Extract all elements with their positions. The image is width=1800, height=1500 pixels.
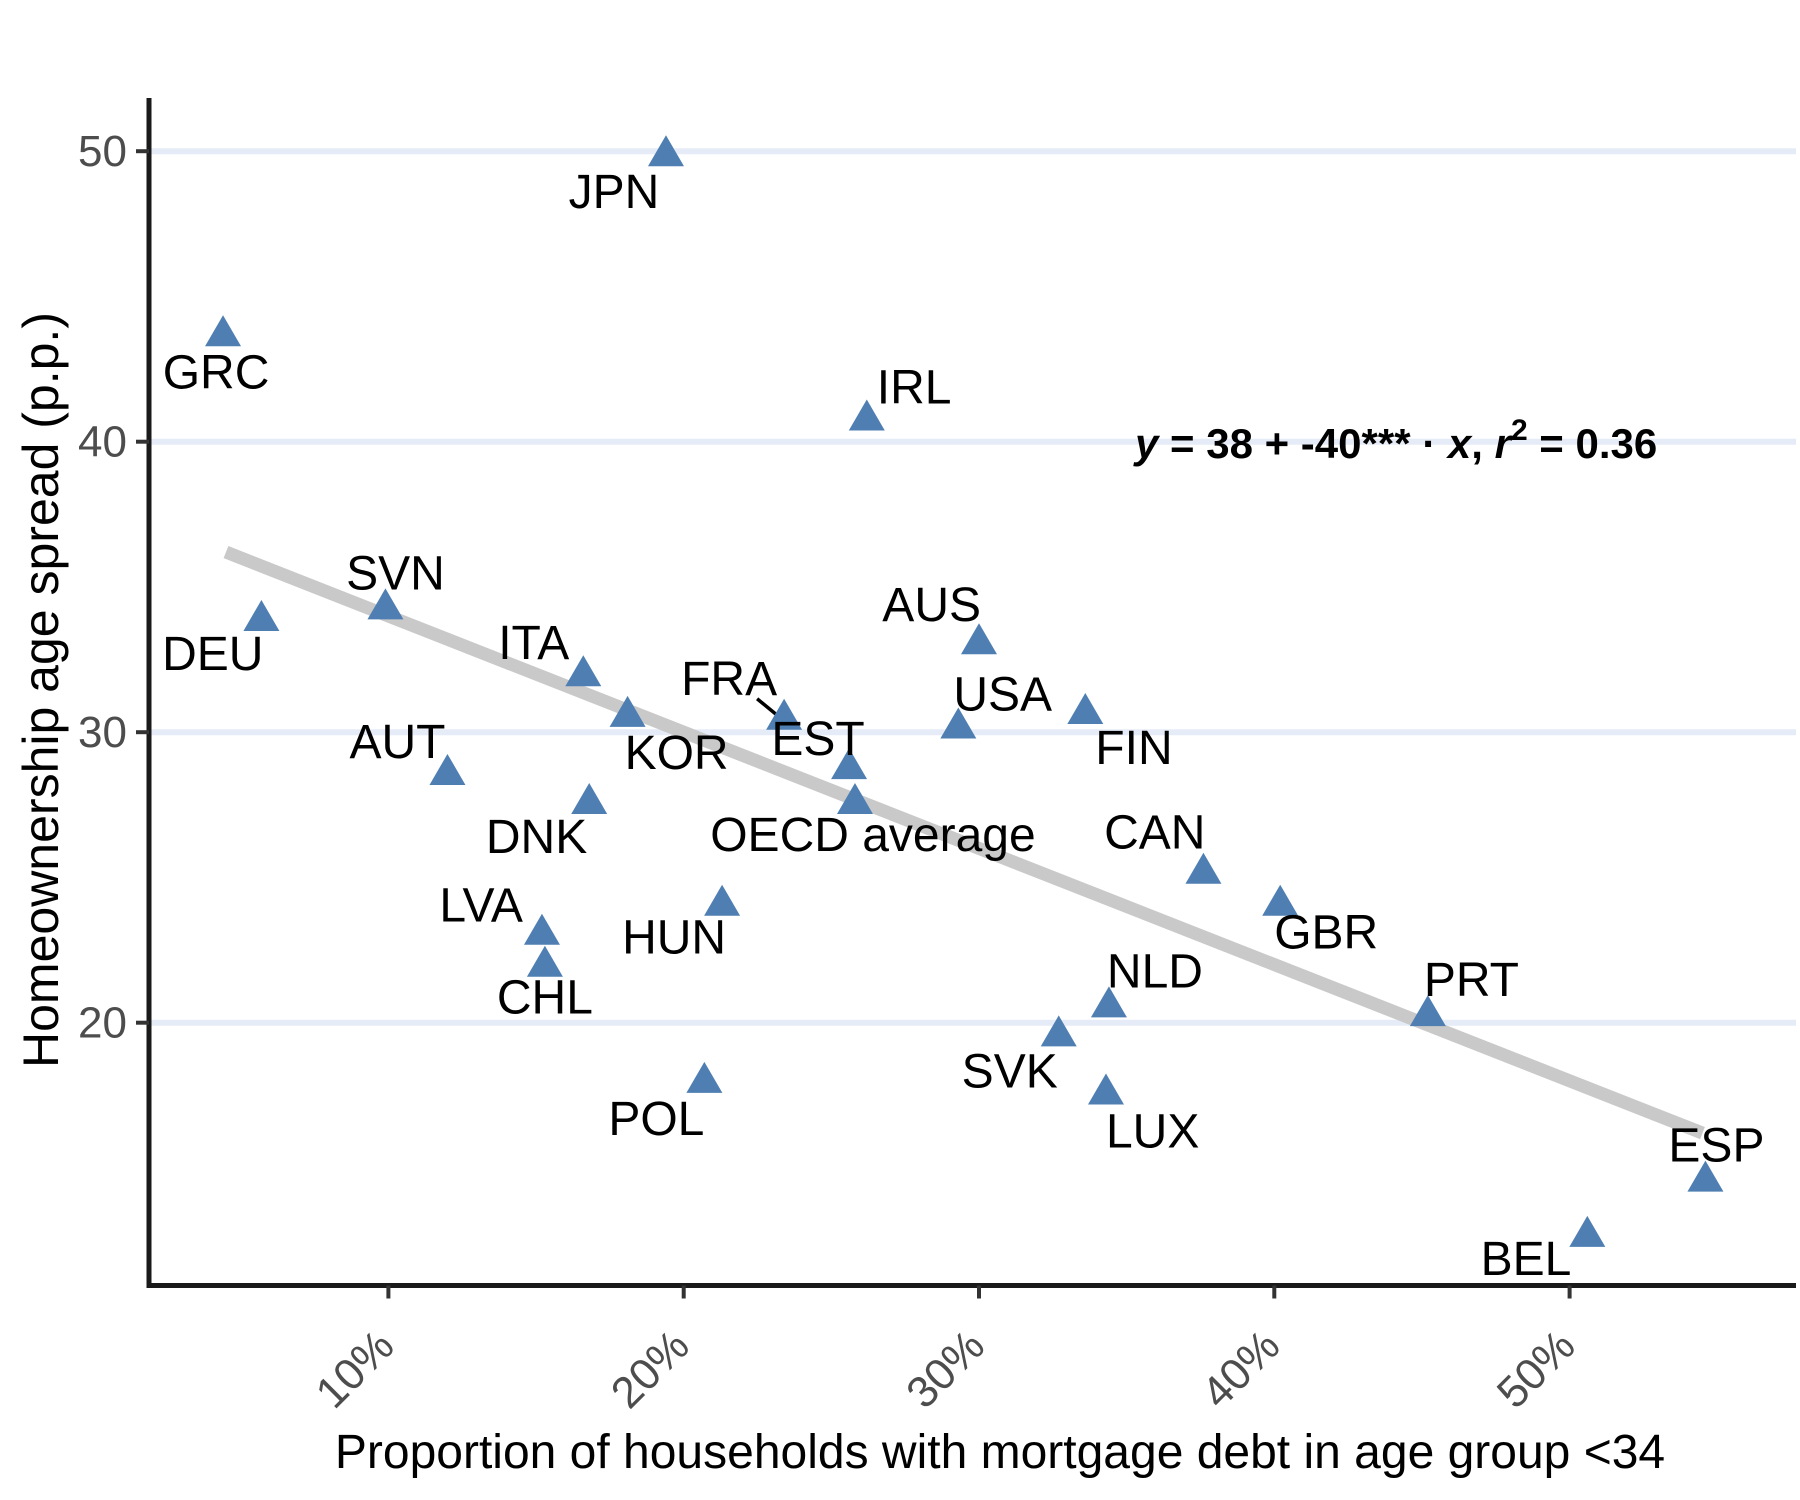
point-label-oecd-average: OECD average — [710, 809, 1035, 862]
point-label-prt: PRT — [1424, 954, 1519, 1007]
point-label-usa: USA — [953, 668, 1052, 721]
data-point-hun — [704, 884, 741, 916]
point-label-pol: POL — [608, 1093, 704, 1146]
y-tick-label-40: 40 — [78, 418, 127, 467]
data-point-pol — [686, 1061, 723, 1093]
data-point-deu — [243, 600, 280, 631]
data-points-layer: GRC DEU SVN AUT LVA CHL ITA DNK KOR JPN POL HUN FRA E… — [162, 135, 1764, 1286]
regression-line — [223, 546, 1705, 1140]
data-point-fra — [766, 698, 803, 730]
data-point-aus — [961, 623, 997, 655]
point-label-can: CAN — [1104, 807, 1205, 860]
data-point-irl — [848, 399, 885, 431]
data-point-esp — [1687, 1160, 1724, 1192]
x-tick-label-20: 20% — [602, 1321, 699, 1418]
data-point-lva — [523, 913, 560, 945]
data-point-oecd-average — [836, 783, 873, 815]
data-point-svn — [367, 588, 404, 620]
data-point-grc — [205, 315, 242, 347]
data-point-fin — [1067, 692, 1104, 724]
point-label-irl: IRL — [877, 362, 952, 415]
x-axis-title: Proportion of households with mortgage d… — [335, 1426, 1665, 1479]
regression-line-layer — [223, 546, 1705, 1140]
y-tick-label-20: 20 — [78, 999, 127, 1048]
x-tick-label-50: 50% — [1488, 1321, 1585, 1418]
point-label-fra: FRA — [681, 653, 777, 706]
x-tick-label-30: 30% — [897, 1321, 994, 1418]
point-label-kor: KOR — [625, 727, 729, 780]
data-point-jpn — [647, 135, 684, 167]
x-tick-label-40: 40% — [1192, 1321, 1289, 1418]
data-point-gbr — [1262, 884, 1299, 916]
data-point-ita — [565, 655, 602, 687]
point-label-fin: FIN — [1095, 722, 1172, 775]
data-point-est — [831, 748, 868, 780]
y-axis-title: Homeownership age spread (p.p.) — [13, 312, 69, 1068]
point-label-svk: SVK — [962, 1045, 1058, 1098]
point-label-lva: LVA — [439, 880, 523, 933]
point-label-nld: NLD — [1107, 945, 1203, 998]
data-point-kor — [609, 695, 646, 727]
point-label-gbr: GBR — [1274, 907, 1378, 960]
y-tick-label-30: 30 — [78, 708, 127, 757]
data-point-usa — [940, 707, 977, 739]
data-point-dnk — [571, 783, 608, 815]
regression-equation: y = 38 + -40*** · x, r2 = 0.36 — [1133, 414, 1657, 467]
point-label-jpn: JPN — [569, 166, 660, 219]
point-label-svn: SVN — [346, 547, 445, 600]
data-point-lux — [1087, 1073, 1124, 1105]
point-label-aus: AUS — [882, 579, 981, 632]
data-point-bel — [1569, 1215, 1606, 1247]
y-tick-label-50: 50 — [78, 127, 127, 176]
point-label-deu: DEU — [162, 628, 263, 681]
data-point-prt — [1409, 995, 1446, 1027]
data-point-can — [1185, 852, 1222, 884]
point-label-lux: LUX — [1106, 1106, 1199, 1159]
point-label-chl: CHL — [497, 972, 593, 1025]
point-label-aut: AUT — [349, 716, 445, 769]
axes-layer: 20 30 40 50 10% 20% 30% 40% 50% — [78, 98, 1796, 1418]
data-point-nld — [1090, 986, 1127, 1018]
data-point-chl — [526, 945, 563, 977]
point-label-esp: ESP — [1668, 1120, 1764, 1173]
data-point-aut — [429, 753, 466, 785]
point-label-bel: BEL — [1481, 1233, 1572, 1286]
data-point-svk — [1040, 1015, 1077, 1047]
gridlines-layer — [149, 148, 1796, 1026]
point-label-ita: ITA — [498, 617, 569, 670]
point-label-est: EST — [771, 713, 864, 766]
point-label-hun: HUN — [622, 912, 726, 965]
point-label-dnk: DNK — [486, 811, 587, 864]
point-label-grc: GRC — [163, 346, 270, 399]
x-tick-label-10: 10% — [307, 1321, 404, 1418]
